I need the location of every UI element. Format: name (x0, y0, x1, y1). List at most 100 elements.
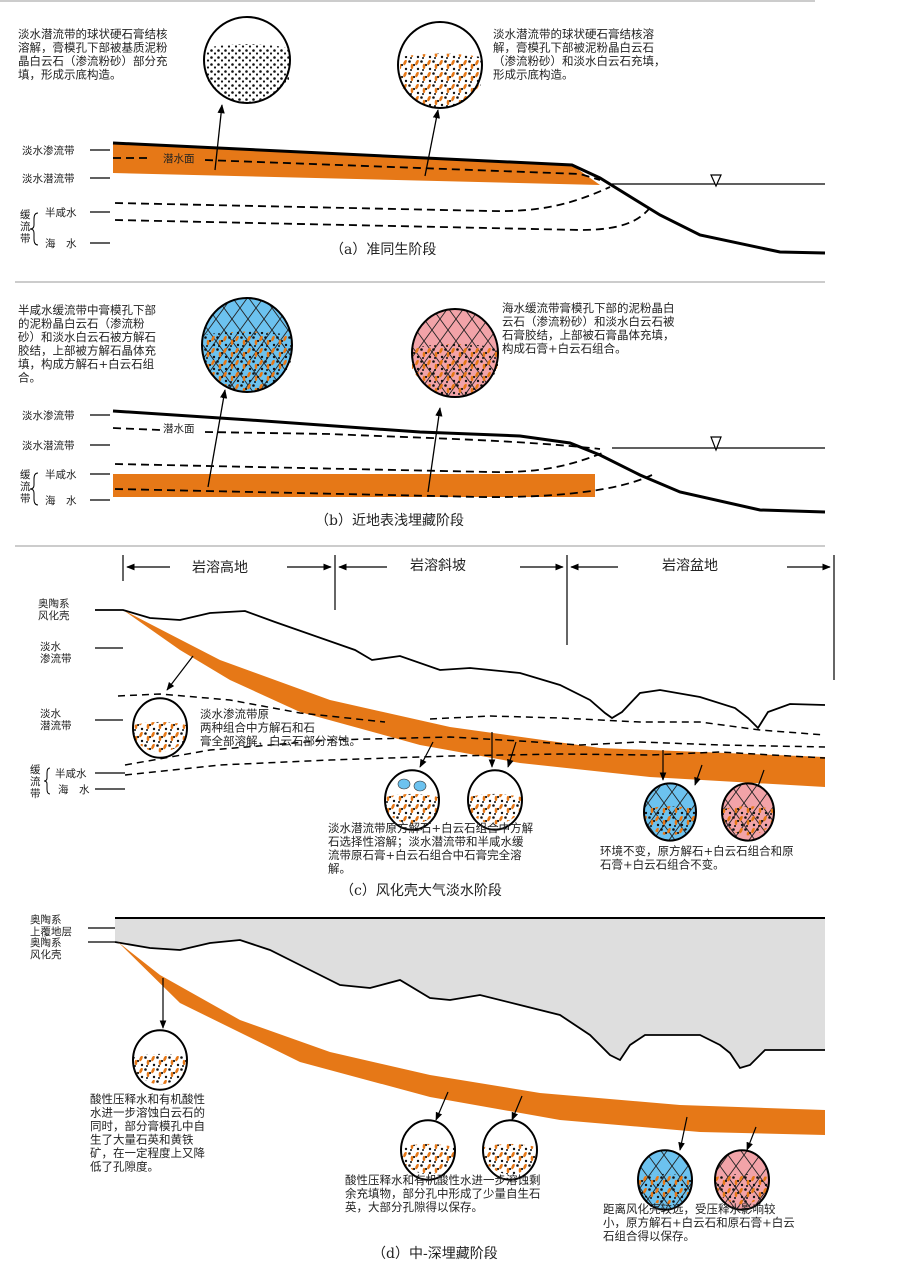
text-line: 填，构成方解石+白云石组 (18, 357, 155, 371)
micro-circle-pink (714, 1149, 770, 1211)
text-line: 矿，在一定程度上又降 (90, 1146, 205, 1160)
caption-c: （c）风化壳大气淡水阶段 (340, 882, 502, 899)
panel-b: 潜水面 淡水渗流带 淡水潜流带 半咸水 海 水 缓流带 半咸水缓流带中膏模孔下部… (18, 297, 826, 529)
micro-circle-blue (637, 1149, 693, 1211)
note-b-right: 海水缓流带膏模孔下部的泥粉晶白云石（渗流粉砂）和淡水白云石被石膏胶结，上部被石膏… (502, 301, 675, 356)
micro-circle-blue (643, 782, 697, 842)
text-line: （渗流粉砂）和淡水白云石充填， (493, 54, 666, 68)
micro-circle-pink (411, 308, 499, 398)
land-surface (112, 409, 826, 514)
text-line: 砂）和淡水白云石被方解石 (18, 330, 156, 344)
karst-surface (95, 609, 826, 730)
note-d-2: 酸性压释水和有机酸性水进一步溶蚀剩余充填物，部分孔中形成了少量自生石英，大部分孔… (345, 1173, 541, 1214)
text-line: 环境不变，原方解石+白云石组合和原 (600, 844, 794, 858)
text-line: 潜流带 (40, 719, 72, 732)
zone-label-brackish: 半咸水 (45, 468, 77, 481)
text-line: 石膏胶结，上部被石膏晶体充填， (502, 328, 675, 342)
micro-circle (400, 1119, 456, 1181)
overlying-strata (115, 918, 825, 1068)
text-line: 水进一步溶蚀白云石的 (90, 1106, 205, 1120)
micro-circle (482, 1119, 538, 1181)
text-line: 膏全部溶解，白云石部分溶蚀。 (200, 734, 361, 748)
text-line: 解。 (328, 862, 351, 876)
micro-circle (384, 769, 440, 831)
text-line: 石选择性溶解；淡水潜流带和半咸水缓 (328, 835, 524, 849)
zone-label-brackish: 半咸水 (45, 206, 77, 219)
note-a-left: 淡水潜流带的球状硬石膏结核溶解，膏模孔下部被基质泥粉晶白云石（渗流粉砂）部分充填… (18, 27, 168, 82)
text-line: 解，膏模孔下部被泥粉晶白云石 (493, 41, 654, 55)
micro-circle (132, 697, 188, 759)
panel-d: 奥陶系上覆地层 奥陶系风化壳 酸性压释水和有机酸性水进一步溶蚀白云石的同时，部分… (30, 913, 825, 1262)
text-line: 晶白云石（渗流粉砂）部分充 (18, 54, 168, 68)
text-line: 英，大部分孔隙得以保存。 (345, 1200, 483, 1214)
micro-circle (397, 21, 483, 109)
text-line: 石膏+白云石组合不变。 (600, 858, 725, 872)
zone-label-slow: 缓流带 (30, 763, 41, 800)
zone-label-overlying: 奥陶系上覆地层 (30, 913, 72, 938)
land-surface (112, 141, 826, 255)
zone-label-phreatic: 淡水潜流带 (22, 439, 75, 452)
zone-label-brackish: 半咸水 (55, 767, 87, 780)
zone-label-slow: 缓流带 (20, 208, 31, 245)
note-a-right: 淡水潜流带的球状硬石膏结核溶解，膏模孔下部被泥粉晶白云石（渗流粉砂）和淡水白云石… (493, 27, 666, 82)
text-line: 海水缓流带膏模孔下部的泥粉晶白 (502, 301, 675, 315)
sea-boundary (114, 474, 653, 498)
panel-a: 潜水面 淡水渗流带 淡水潜流带 半咸水 海 水 缓流带 淡水潜流带的球状硬石膏结… (18, 16, 826, 258)
note-d-3: 距离风化壳较远，受压释水影响较小，原方解石+白云石和原石膏+白云石组合得以保存。 (603, 1202, 795, 1243)
note-c-3: 环境不变，原方解石+白云石组合和原石膏+白云石组合不变。 (600, 844, 794, 872)
text-line: 的泥粉晶白云石（渗流粉 (18, 317, 145, 331)
text-line: 奥陶系 (38, 597, 70, 610)
text-line: 合。 (18, 371, 41, 385)
note-c-1: 淡水渗流带原两种组合中方解石和石膏全部溶解，白云石部分溶蚀。 (200, 707, 361, 748)
text-line: 淡水潜流带的球状硬石膏结核 (18, 27, 168, 41)
caption-b: （b）近地表浅埋藏阶段 (315, 513, 464, 529)
zone-label-crust: 奥陶系风化壳 (38, 597, 70, 622)
zone-label-sea: 海 水 (45, 237, 77, 250)
micro-circle (467, 769, 523, 831)
text-line: 距离风化壳较远，受压释水影响较 (603, 1202, 776, 1216)
region-karst-slope: 岩溶斜坡 (410, 558, 466, 574)
text-line: 流带原石膏+白云石组合中石膏完全溶 (328, 848, 522, 862)
text-line: 胶结，上部被方解石晶体充 (18, 344, 156, 358)
text-line: 同时，部分膏模孔中自 (90, 1119, 205, 1133)
sea-boundary (114, 204, 653, 231)
micro-circle-blue (201, 297, 293, 393)
text-line: 酸性压释水和有机酸性 (90, 1092, 205, 1106)
caption-d: （d）中-深埋藏阶段 (372, 1246, 498, 1262)
text-line: 半咸水缓流带中膏模孔下部 (18, 303, 156, 317)
text-line: 淡水潜流带的球状硬石膏结核溶 (493, 27, 654, 41)
text-line: 淡水潜流带原方解石+白云石组合中方解 (328, 821, 534, 835)
orange-layer (113, 143, 600, 185)
note-d-1: 酸性压释水和有机酸性水进一步溶蚀白云石的同时，部分膏模孔中自生了大量石英和黄铁矿… (90, 1092, 205, 1174)
brace (29, 212, 39, 246)
text-line: 溶解，膏模孔下部被基质泥粉 (18, 41, 168, 55)
text-line: 渗流带 (40, 652, 72, 665)
orange-layer (118, 942, 825, 1135)
water-table-label: 潜水面 (163, 422, 195, 435)
text-line: 淡水 (40, 708, 61, 720)
region-karst-basin: 岩溶盆地 (662, 558, 718, 574)
text-line: 两种组合中方解石和石 (200, 721, 315, 735)
note-b-left: 半咸水缓流带中膏模孔下部的泥粉晶白云石（渗流粉砂）和淡水白云石被方解石胶结，上部… (18, 303, 156, 385)
caption-a: （a）准同生阶段 (330, 242, 436, 258)
text-line: 淡水渗流带原 (200, 707, 269, 721)
zone-label-phreatic: 淡水潜流带 (22, 172, 75, 185)
buried-karst-surface (114, 939, 825, 1070)
water-table-line (113, 157, 601, 181)
text-line: 石组合得以保存。 (603, 1229, 695, 1243)
zone-label-slow: 缓流带 (20, 468, 31, 505)
zone-label-crust: 奥陶系风化壳 (30, 936, 62, 961)
micro-circle (203, 16, 291, 104)
panel-c: 岩溶高地 岩溶斜坡 岩溶盆地 奥陶系风化壳 淡水 渗流带 淡水潜流带 半咸水 海 … (30, 555, 835, 899)
zone-label-vadose: 淡水渗流带 (22, 144, 75, 157)
zone-label-sea: 海 水 (58, 783, 90, 796)
text-line: 奥陶系 (30, 936, 62, 949)
text-line: 风化壳 (30, 948, 62, 961)
region-karst-highland: 岩溶高地 (192, 559, 248, 576)
text-line: 填，形成示底构造。 (18, 68, 122, 82)
orange-layer (123, 610, 825, 787)
micro-circle (132, 1029, 188, 1091)
zone-label-phreatic: 淡水潜流带 (40, 708, 72, 732)
brackish-boundary (114, 451, 606, 473)
